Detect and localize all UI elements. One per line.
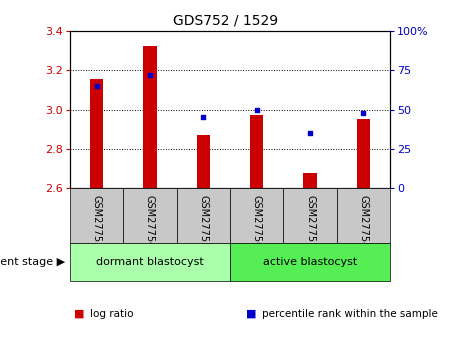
Text: log ratio: log ratio bbox=[90, 309, 133, 319]
Bar bbox=[337, 188, 390, 243]
Text: ■: ■ bbox=[246, 309, 256, 319]
Point bbox=[93, 83, 100, 89]
Bar bbox=[283, 188, 337, 243]
Bar bbox=[250, 116, 263, 188]
Point bbox=[146, 72, 153, 78]
Bar bbox=[70, 188, 123, 243]
Text: GSM27757: GSM27757 bbox=[305, 195, 315, 248]
Text: development stage ▶: development stage ▶ bbox=[0, 257, 65, 267]
Text: GSM27754: GSM27754 bbox=[145, 195, 155, 248]
Bar bbox=[197, 135, 210, 188]
Point bbox=[360, 110, 367, 116]
Text: GSM27755: GSM27755 bbox=[198, 195, 208, 248]
Point bbox=[307, 130, 314, 136]
Bar bbox=[357, 119, 370, 188]
Bar bbox=[70, 243, 230, 281]
Point bbox=[200, 115, 207, 120]
Bar bbox=[304, 173, 317, 188]
Bar bbox=[90, 79, 103, 188]
Text: ■: ■ bbox=[74, 309, 85, 319]
Text: percentile rank within the sample: percentile rank within the sample bbox=[262, 309, 437, 319]
Bar bbox=[143, 46, 156, 188]
Text: GSM27756: GSM27756 bbox=[252, 195, 262, 248]
Bar bbox=[177, 188, 230, 243]
Text: GSM27758: GSM27758 bbox=[359, 195, 368, 248]
Text: GSM27753: GSM27753 bbox=[92, 195, 101, 248]
Point bbox=[253, 107, 260, 112]
Text: dormant blastocyst: dormant blastocyst bbox=[96, 257, 204, 267]
Bar bbox=[230, 243, 390, 281]
Text: GDS752 / 1529: GDS752 / 1529 bbox=[173, 14, 278, 28]
Bar bbox=[123, 188, 177, 243]
Bar bbox=[230, 188, 283, 243]
Text: active blastocyst: active blastocyst bbox=[263, 257, 357, 267]
